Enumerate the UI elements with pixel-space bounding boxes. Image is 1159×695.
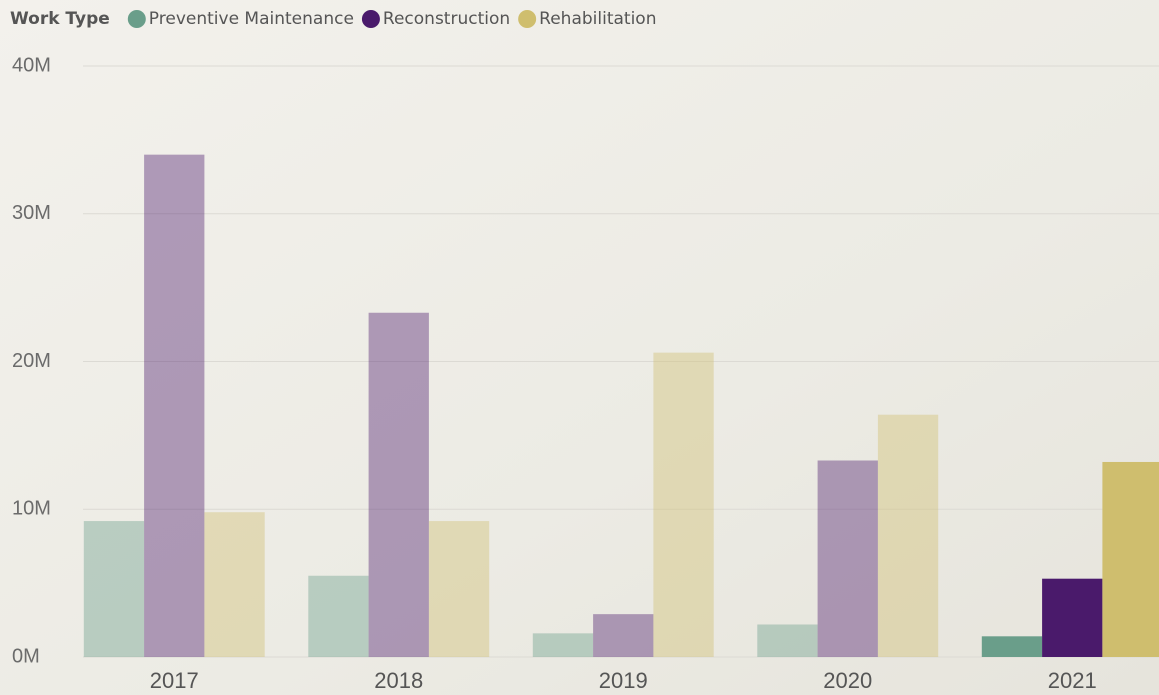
x-tick-label: 2017 (150, 668, 199, 693)
y-tick-label: 40M (12, 54, 51, 76)
bar[interactable] (593, 614, 653, 657)
bar[interactable] (818, 460, 878, 657)
y-tick-label: 30M (12, 202, 51, 224)
legend-marker[interactable] (518, 10, 536, 28)
bar[interactable] (653, 353, 713, 657)
legend-marker[interactable] (362, 10, 380, 28)
x-tick-label: 2021 (1048, 668, 1097, 693)
x-tick-label: 2019 (599, 668, 648, 693)
legend-marker[interactable] (128, 10, 146, 28)
bar[interactable] (369, 313, 429, 657)
x-tick-label: 2018 (374, 668, 423, 693)
legend-title: Work Type (10, 9, 110, 29)
legend-label[interactable]: Rehabilitation (539, 9, 656, 29)
bar[interactable] (982, 636, 1042, 657)
bar[interactable] (144, 155, 204, 657)
chart: Work Type 0M 10M 20M 30M 40M Preventive Maint… (0, 0, 1159, 695)
page: {"chart_data": {"type": "bar", "legend_t… (0, 0, 1159, 695)
bar[interactable] (878, 415, 938, 657)
y-tick-label: 20M (12, 350, 51, 372)
legend-label[interactable]: Reconstruction (383, 9, 510, 29)
bar[interactable] (84, 521, 144, 657)
x-tick-label: 2020 (823, 668, 872, 693)
bar[interactable] (429, 521, 489, 657)
bar[interactable] (308, 576, 368, 657)
bar[interactable] (533, 633, 593, 657)
y-tick-label: 0M (12, 645, 40, 667)
bar[interactable] (1042, 579, 1102, 657)
bar[interactable] (1102, 462, 1159, 657)
bar[interactable] (204, 512, 264, 657)
legend-label[interactable]: Preventive Maintenance (149, 9, 354, 29)
bar[interactable] (757, 624, 817, 657)
y-tick-label: 10M (12, 498, 51, 520)
